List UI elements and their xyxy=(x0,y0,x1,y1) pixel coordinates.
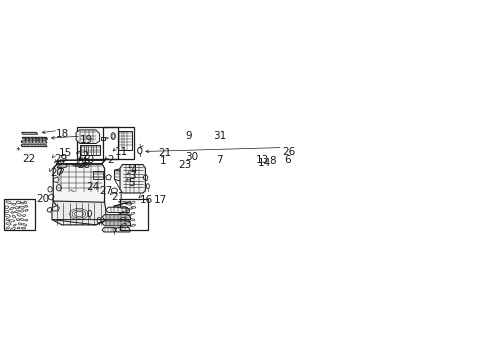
Bar xyxy=(30,139,32,141)
Bar xyxy=(37,139,39,141)
Text: 21: 21 xyxy=(158,148,171,158)
Text: 9: 9 xyxy=(184,131,191,140)
Text: 3: 3 xyxy=(129,171,136,181)
Text: 26: 26 xyxy=(282,147,295,157)
Polygon shape xyxy=(22,137,47,139)
Bar xyxy=(23,138,25,139)
Polygon shape xyxy=(120,165,145,193)
Bar xyxy=(43,138,46,139)
Bar xyxy=(93,171,102,179)
Polygon shape xyxy=(102,215,130,220)
Text: 14: 14 xyxy=(258,158,271,168)
Text: 21: 21 xyxy=(111,192,124,202)
Text: 10: 10 xyxy=(82,155,95,165)
Bar xyxy=(120,199,147,230)
Text: 27: 27 xyxy=(50,168,63,177)
Text: 13: 13 xyxy=(256,155,269,165)
Text: 7: 7 xyxy=(216,155,223,165)
Polygon shape xyxy=(52,201,105,225)
Text: 16: 16 xyxy=(140,195,153,205)
Text: 23: 23 xyxy=(178,160,191,170)
Bar xyxy=(43,139,46,141)
Text: 28: 28 xyxy=(77,160,90,170)
Bar xyxy=(40,141,42,143)
Bar xyxy=(77,127,118,159)
Bar xyxy=(26,141,29,143)
Bar xyxy=(23,139,25,141)
Text: 5: 5 xyxy=(128,177,135,188)
Polygon shape xyxy=(114,168,126,181)
Text: 17: 17 xyxy=(153,195,166,205)
Text: 1: 1 xyxy=(160,156,166,166)
Bar xyxy=(103,127,134,159)
Bar xyxy=(33,141,36,143)
Polygon shape xyxy=(53,164,104,205)
Text: 24: 24 xyxy=(86,183,99,193)
Text: 20: 20 xyxy=(37,194,49,204)
Text: 29: 29 xyxy=(54,154,67,164)
Text: 19: 19 xyxy=(80,135,93,145)
Bar xyxy=(37,141,39,143)
Text: 31: 31 xyxy=(212,131,225,140)
Text: 22: 22 xyxy=(22,154,36,164)
Polygon shape xyxy=(76,130,100,144)
Text: 30: 30 xyxy=(185,152,198,162)
Bar xyxy=(26,138,29,139)
Text: 15: 15 xyxy=(59,148,72,158)
Text: 2: 2 xyxy=(107,155,114,165)
Text: 18: 18 xyxy=(56,129,69,139)
Bar xyxy=(4,199,35,230)
Text: 25: 25 xyxy=(56,160,69,170)
Text: 6: 6 xyxy=(284,155,290,165)
Bar xyxy=(33,138,36,139)
Bar xyxy=(23,141,25,143)
Text: 11: 11 xyxy=(115,147,128,157)
Polygon shape xyxy=(102,221,130,226)
Bar xyxy=(33,139,36,141)
Text: 27: 27 xyxy=(100,185,113,195)
Polygon shape xyxy=(21,141,47,143)
Bar xyxy=(26,139,29,141)
Bar xyxy=(117,131,131,150)
Bar xyxy=(37,138,39,139)
Text: 4: 4 xyxy=(130,165,137,175)
Text: 12: 12 xyxy=(77,150,90,161)
Bar xyxy=(30,138,32,139)
Bar xyxy=(40,139,42,141)
Polygon shape xyxy=(105,207,129,212)
Text: 8: 8 xyxy=(269,156,276,166)
Polygon shape xyxy=(80,145,100,155)
Polygon shape xyxy=(21,145,47,147)
Bar xyxy=(43,141,46,143)
Bar xyxy=(30,141,32,143)
Bar xyxy=(40,138,42,139)
